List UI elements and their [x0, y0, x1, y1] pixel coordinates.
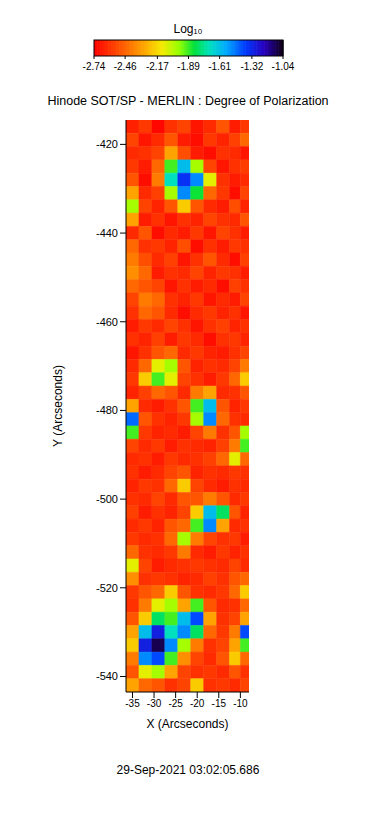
svg-text:29-Sep-2021 03:02:05.686: 29-Sep-2021 03:02:05.686 — [117, 763, 260, 777]
svg-text:-440: -440 — [96, 227, 118, 239]
svg-text:-540: -540 — [96, 670, 118, 682]
svg-text:-1.61: -1.61 — [208, 61, 231, 72]
svg-text:-2.17: -2.17 — [146, 61, 169, 72]
svg-text:Log₁₀: Log₁₀ — [173, 22, 202, 36]
svg-text:-500: -500 — [96, 493, 118, 505]
svg-text:-1.32: -1.32 — [240, 61, 263, 72]
svg-text:-35: -35 — [125, 698, 140, 709]
svg-text:-30: -30 — [147, 698, 162, 709]
svg-text:-15: -15 — [212, 698, 227, 709]
svg-text:-460: -460 — [96, 316, 118, 328]
svg-text:-1.89: -1.89 — [177, 61, 200, 72]
svg-text:Y (Arcseconds): Y (Arcseconds) — [51, 365, 65, 447]
svg-text:-420: -420 — [96, 138, 118, 150]
svg-text:X (Arcseconds): X (Arcseconds) — [146, 717, 228, 731]
svg-text:-20: -20 — [190, 698, 205, 709]
svg-text:-1.04: -1.04 — [272, 61, 295, 72]
svg-text:-520: -520 — [96, 582, 118, 594]
svg-text:Hinode SOT/SP - MERLIN : Degre: Hinode SOT/SP - MERLIN : Degree of Polar… — [47, 94, 328, 108]
svg-text:-480: -480 — [96, 404, 118, 416]
svg-text:-25: -25 — [168, 698, 183, 709]
svg-text:-2.74: -2.74 — [83, 61, 106, 72]
svg-text:-10: -10 — [233, 698, 248, 709]
svg-text:-2.46: -2.46 — [114, 61, 137, 72]
